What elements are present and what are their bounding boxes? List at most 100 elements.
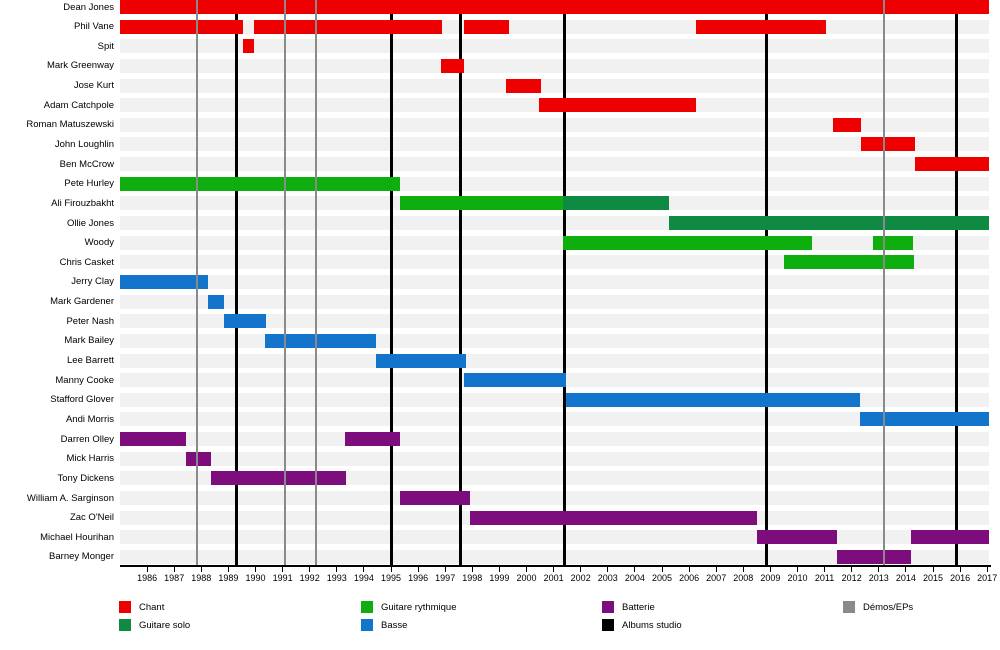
member-label: Tony Dickens xyxy=(57,472,115,484)
x-axis-tick xyxy=(580,567,582,572)
x-axis-tick-label: 2012 xyxy=(841,573,862,583)
tenure-bar-chant xyxy=(915,157,990,172)
demo-ep-line xyxy=(196,0,199,565)
member-label: Ben McCrow xyxy=(59,158,114,170)
tenure-bar-basse xyxy=(208,294,225,309)
row-background xyxy=(120,432,990,447)
member-label: Ollie Jones xyxy=(67,217,114,229)
x-axis-tick-label: 2005 xyxy=(651,573,673,583)
x-axis-tick-label: 2006 xyxy=(679,573,700,583)
x-axis-tick xyxy=(742,567,744,572)
x-axis-tick xyxy=(282,567,284,572)
member-label: Phil Vane xyxy=(74,21,114,33)
member-label: Michael Hourihan xyxy=(40,531,114,543)
tenure-bar-chant xyxy=(243,39,255,54)
x-axis-tick-label: 1990 xyxy=(245,573,266,583)
x-axis-tick xyxy=(255,567,256,572)
x-axis-line xyxy=(120,565,992,567)
row-background xyxy=(120,137,990,152)
member-label: Ali Firouzbakht xyxy=(51,197,114,209)
x-axis-tick-label: 1987 xyxy=(164,573,185,583)
row-background xyxy=(120,235,990,250)
row-background xyxy=(120,117,990,132)
tenure-bar-batterie xyxy=(836,549,912,564)
legend-label: Guitare rythmique xyxy=(381,602,457,613)
row-background xyxy=(120,353,990,368)
tenure-bar-basse xyxy=(859,412,990,427)
member-label: Woody xyxy=(84,237,114,249)
album-line xyxy=(458,0,462,565)
tenure-bar-batterie xyxy=(911,530,990,545)
tenure-bar-batterie xyxy=(120,432,187,447)
album-line xyxy=(954,0,958,565)
x-axis-tick-label: 2003 xyxy=(597,573,618,583)
legend-swatch-chant xyxy=(119,601,131,613)
tenure-bar-chant xyxy=(464,19,509,34)
x-axis-tick xyxy=(363,567,365,572)
x-axis-tick-label: 1996 xyxy=(408,573,429,583)
legend-label: Basse xyxy=(381,620,408,631)
legend-swatch-demos xyxy=(843,601,855,613)
x-axis-tick-label: 1995 xyxy=(380,573,402,583)
x-axis-tick-label: 2008 xyxy=(733,573,754,583)
member-label: Lee Barrett xyxy=(67,355,114,367)
tenure-bar-chant xyxy=(120,19,244,34)
album-line xyxy=(562,0,566,565)
member-label: Dean Jones xyxy=(63,1,114,13)
x-axis-tick-label: 2013 xyxy=(868,573,889,583)
row-background xyxy=(120,294,990,309)
x-axis-tick xyxy=(878,567,880,572)
x-axis-tick xyxy=(444,567,446,572)
row-background xyxy=(120,491,990,505)
row-background xyxy=(120,530,990,545)
member-label: Andi Morris xyxy=(65,413,114,425)
row-background xyxy=(120,412,990,427)
tenure-bar-batterie xyxy=(469,510,757,525)
x-axis-tick-label: 1989 xyxy=(218,573,239,583)
x-axis-tick-label: 2001 xyxy=(543,573,564,583)
tenure-bar-chant xyxy=(441,58,465,73)
x-axis-tick xyxy=(417,567,419,572)
x-axis-tick-label: 1999 xyxy=(489,573,510,583)
demo-ep-line xyxy=(315,0,318,565)
demo-ep-line xyxy=(883,0,886,565)
member-label: Mark Greenway xyxy=(46,60,114,72)
member-label: Darren Olley xyxy=(60,433,114,445)
x-axis-tick-label: 1988 xyxy=(191,573,212,583)
x-axis-tick xyxy=(553,567,555,572)
album-line xyxy=(235,0,239,565)
row-background xyxy=(120,255,990,270)
row-background xyxy=(120,78,990,93)
x-axis-tick-label: 1992 xyxy=(299,573,320,583)
x-axis-tick xyxy=(824,567,826,572)
tenure-bar-chant xyxy=(832,117,862,132)
x-axis-tick xyxy=(146,567,148,572)
row-background xyxy=(120,333,990,348)
x-axis-tick-label: 2010 xyxy=(787,573,808,583)
member-label: Mick Harris xyxy=(66,453,115,465)
member-label: Spit xyxy=(97,40,114,52)
tenure-bar-guitare_rythmique xyxy=(400,196,564,211)
x-axis-tick-label: 2017 xyxy=(977,573,998,583)
row-background xyxy=(120,58,990,73)
member-label: Zac O'Neil xyxy=(69,512,114,524)
tenure-bar-chant xyxy=(254,19,443,34)
x-axis-tick-label: 2016 xyxy=(950,573,971,583)
x-axis-tick-label: 1991 xyxy=(272,573,293,583)
tenure-bar-chant xyxy=(120,0,990,14)
legend-label: Démos/EPs xyxy=(863,602,914,613)
x-axis-tick xyxy=(634,567,636,572)
row-background xyxy=(120,157,990,172)
member-label: Stafford Glover xyxy=(50,394,114,406)
legend-label: Albums studio xyxy=(622,620,682,631)
tenure-bar-batterie xyxy=(756,530,837,545)
x-axis-tick xyxy=(715,567,717,572)
x-axis-tick xyxy=(661,567,663,572)
x-axis-tick xyxy=(336,567,338,572)
legend-swatch-batterie xyxy=(602,601,614,613)
member-label: Chris Casket xyxy=(59,256,114,268)
tenure-bar-guitare_rythmique xyxy=(120,176,401,191)
member-label: Roman Matuszewski xyxy=(26,119,114,131)
x-axis-tick xyxy=(227,567,229,572)
